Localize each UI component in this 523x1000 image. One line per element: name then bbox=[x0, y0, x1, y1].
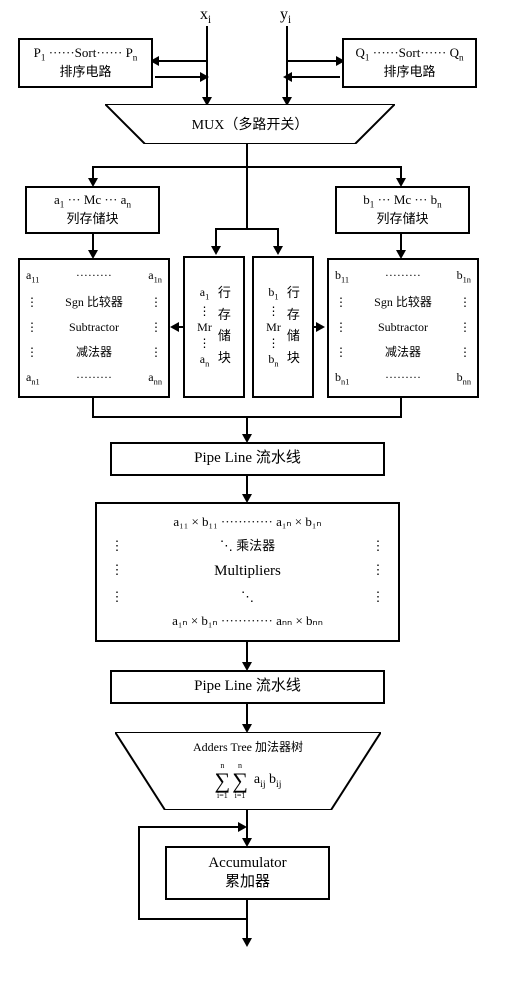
arrow-rowstore-right bbox=[273, 246, 283, 255]
sort-circuit-right: Q1 ······Sort······ Qn 排序电路 bbox=[342, 38, 477, 88]
pipeline-2: Pipe Line 流水线 bbox=[110, 670, 385, 704]
line-comp-right-out bbox=[400, 398, 402, 418]
adders-title: Adders Tree 加法器树 bbox=[115, 738, 381, 755]
input-y: yi bbox=[280, 6, 291, 26]
adders-sum: n ∑ i=1 n ∑ i=1 aij bij bbox=[115, 762, 381, 800]
arrow-rowstore-left bbox=[211, 246, 221, 255]
line-to-pipe1 bbox=[246, 416, 248, 436]
arrow-acc-out bbox=[242, 938, 252, 947]
line-feedback-v bbox=[138, 826, 140, 920]
mux-trapezoid: MUX（多路开关） bbox=[105, 104, 395, 144]
line-to-sort-left bbox=[158, 60, 208, 62]
col-store-left: a1 ··· Mc ··· an 列存储块 bbox=[25, 186, 160, 234]
line-x-down bbox=[206, 26, 208, 100]
line-pipe2-adders bbox=[246, 704, 248, 726]
mux-text: MUX（多路开关） bbox=[105, 114, 395, 134]
arrow-feedback bbox=[238, 822, 247, 832]
line-center-split bbox=[215, 228, 279, 230]
accumulator-block: Accumulator 累加器 bbox=[165, 846, 330, 900]
arrow-from-sort-right bbox=[283, 72, 292, 82]
col-store-right: b1 ··· Mc ··· bn 列存储块 bbox=[335, 186, 470, 234]
line-from-sort-left bbox=[155, 76, 205, 78]
line-pipe1-mul bbox=[246, 476, 248, 496]
line-comp-left-out bbox=[92, 398, 94, 418]
line-rowstore-left-v bbox=[215, 228, 217, 248]
line-mul-pipe2 bbox=[246, 642, 248, 664]
line-from-sort-right bbox=[290, 76, 340, 78]
arrow-from-sort-left bbox=[200, 72, 209, 82]
line-acc-out bbox=[246, 900, 248, 940]
line-rowstore-right-v bbox=[277, 228, 279, 248]
line-feedback-h2 bbox=[138, 826, 240, 828]
line-to-sort-right bbox=[288, 60, 338, 62]
line-mux-out bbox=[246, 144, 248, 168]
row-store-left: a1 ⋮ Mr ⋮ an 行 存 储 块 bbox=[183, 256, 245, 398]
input-x: xi bbox=[200, 6, 211, 26]
comparator-right: b11·········b1n ⋮Sgn 比较器⋮ ⋮Subtractor⋮ ⋮… bbox=[327, 258, 479, 398]
row-store-right: b1 ⋮ Mr ⋮ bn 行 存 储 块 bbox=[252, 256, 314, 398]
adders-tree-trapezoid: Adders Tree 加法器树 n ∑ i=1 n ∑ i=1 aij bij bbox=[115, 732, 381, 815]
comparator-left: a11·········a1n ⋮Sgn 比较器⋮ ⋮Subtractor⋮ ⋮… bbox=[18, 258, 170, 398]
sort-circuit-left: P1 ······Sort······ Pn 排序电路 bbox=[18, 38, 153, 88]
line-y-down bbox=[286, 26, 288, 100]
line-feedback-h1 bbox=[138, 918, 248, 920]
multipliers-block: a₁₁ × b₁₁ ············ a₁ₙ × b₁ₙ ⋮⋱ 乘法器⋮… bbox=[95, 502, 400, 642]
pipeline-1: Pipe Line 流水线 bbox=[110, 442, 385, 476]
line-center-down bbox=[246, 168, 248, 230]
